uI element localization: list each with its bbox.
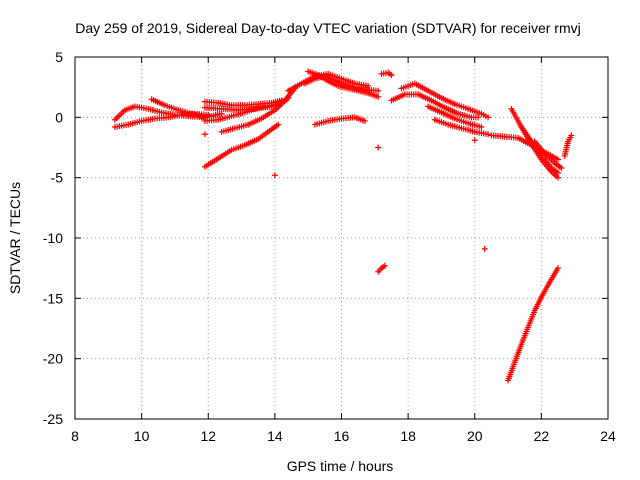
x-tick-label: 8 bbox=[71, 428, 79, 444]
data-point bbox=[568, 132, 575, 139]
x-tick-label: 20 bbox=[467, 428, 483, 444]
y-tick-label: -25 bbox=[43, 411, 63, 427]
data-point bbox=[365, 82, 372, 89]
data-point bbox=[555, 265, 562, 272]
y-tick-label: -20 bbox=[43, 351, 63, 367]
data-point bbox=[201, 131, 208, 138]
data-point bbox=[268, 102, 275, 109]
chart-title: Day 259 of 2019, Sidereal Day-to-day VTE… bbox=[75, 20, 580, 36]
data-point bbox=[285, 95, 292, 102]
data-point bbox=[381, 262, 388, 269]
data-point bbox=[558, 165, 565, 172]
data-point bbox=[475, 114, 482, 121]
series-arc-afternoon-3 bbox=[425, 103, 485, 130]
data-point bbox=[485, 114, 492, 121]
data-point bbox=[375, 144, 382, 151]
series-arc-noon-3 bbox=[285, 70, 372, 94]
data-point bbox=[555, 156, 562, 163]
data-point bbox=[271, 172, 278, 179]
series-steep-line bbox=[505, 265, 562, 384]
x-axis-label: GPS time / hours bbox=[287, 458, 394, 474]
data-point bbox=[555, 174, 562, 181]
x-tick-label: 14 bbox=[267, 428, 283, 444]
data-point bbox=[205, 111, 212, 118]
series-arc-mid-2 bbox=[201, 102, 275, 124]
y-tick-label: 0 bbox=[55, 109, 63, 125]
data-point bbox=[375, 87, 382, 94]
x-tick-label: 18 bbox=[400, 428, 416, 444]
data-points bbox=[111, 68, 575, 384]
y-axis-label: SDTVAR / TECUs bbox=[7, 182, 23, 294]
series-arc-late bbox=[561, 132, 575, 159]
x-tick-label: 24 bbox=[600, 428, 616, 444]
x-tick-label: 16 bbox=[334, 428, 350, 444]
y-tick-label: -10 bbox=[43, 230, 63, 246]
series-arc-afternoon-4 bbox=[431, 116, 492, 138]
x-tick-label: 22 bbox=[534, 428, 550, 444]
data-point bbox=[275, 121, 282, 128]
x-tick-label: 12 bbox=[200, 428, 216, 444]
data-point bbox=[388, 72, 395, 79]
series-arc-afternoon-1 bbox=[398, 80, 492, 121]
y-tick-label: 5 bbox=[55, 49, 63, 65]
y-tick-label: -15 bbox=[43, 290, 63, 306]
x-axis-ticks: 8 10 12 14 16 18 20 22 24 bbox=[71, 57, 616, 444]
series-arc-segment-17 bbox=[378, 69, 395, 79]
series-outliers bbox=[201, 131, 488, 252]
series-arc-morning-3 bbox=[148, 96, 208, 121]
series-arc-evening-3 bbox=[518, 123, 562, 181]
data-point bbox=[361, 117, 368, 124]
series-arc-mid-3 bbox=[218, 95, 292, 135]
series-arc-evening-4 bbox=[531, 138, 565, 172]
data-point bbox=[375, 93, 382, 100]
series-arc-afternoon-2 bbox=[388, 91, 482, 121]
data-point bbox=[485, 131, 492, 138]
series-arc-descending bbox=[201, 121, 282, 170]
data-point bbox=[478, 123, 485, 130]
data-point bbox=[471, 137, 478, 144]
series-arc-noon-low bbox=[311, 114, 368, 128]
data-point bbox=[481, 245, 488, 252]
y-tick-label: -5 bbox=[51, 170, 64, 186]
series-cluster-17 bbox=[375, 262, 388, 275]
y-axis-ticks: -25 -20 -15 -10 -5 0 5 bbox=[43, 49, 608, 427]
x-tick-label: 10 bbox=[134, 428, 150, 444]
